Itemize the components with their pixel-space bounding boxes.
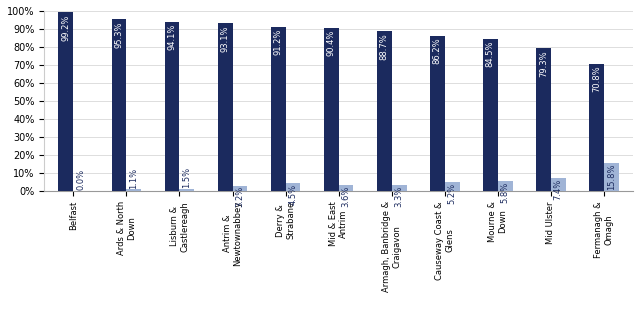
Text: 84.5%: 84.5% (486, 41, 495, 67)
Legend: Superfast Broadband coverage (>=30Mbps), Broadband Coverage <2 Mbps: Superfast Broadband coverage (>=30Mbps),… (129, 326, 548, 330)
Text: 91.2%: 91.2% (274, 29, 283, 55)
Bar (232, 186, 247, 191)
Bar (483, 39, 498, 191)
Bar (536, 48, 551, 191)
Bar (271, 27, 285, 191)
Text: 79.3%: 79.3% (539, 50, 548, 77)
Bar (218, 23, 232, 191)
Bar (589, 64, 604, 191)
Bar (339, 185, 353, 191)
Bar (430, 36, 445, 191)
Text: 1.1%: 1.1% (129, 167, 138, 188)
Text: 0.0%: 0.0% (76, 169, 85, 190)
Text: 86.2%: 86.2% (433, 38, 442, 64)
Bar (392, 185, 406, 191)
Bar (377, 31, 392, 191)
Bar (604, 163, 619, 191)
Text: 90.4%: 90.4% (326, 30, 336, 56)
Text: 5.2%: 5.2% (447, 182, 457, 204)
Text: 3.6%: 3.6% (342, 185, 351, 207)
Text: 94.1%: 94.1% (168, 23, 177, 50)
Text: 3.2%: 3.2% (236, 186, 244, 208)
Text: 99.2%: 99.2% (61, 14, 70, 41)
Text: 15.8%: 15.8% (607, 163, 616, 190)
Text: 1.5%: 1.5% (182, 167, 191, 188)
Bar (126, 189, 141, 191)
Bar (111, 19, 126, 191)
Text: 5.8%: 5.8% (500, 182, 509, 203)
Text: 95.3%: 95.3% (115, 21, 124, 48)
Bar (498, 181, 513, 191)
Bar (179, 189, 195, 191)
Bar (324, 28, 339, 191)
Text: 4.5%: 4.5% (289, 184, 298, 205)
Text: 70.8%: 70.8% (592, 65, 601, 92)
Bar (164, 21, 179, 191)
Bar (445, 182, 460, 191)
Bar (551, 178, 566, 191)
Text: 3.3%: 3.3% (395, 186, 404, 207)
Text: 88.7%: 88.7% (380, 33, 388, 60)
Bar (285, 183, 300, 191)
Text: 7.4%: 7.4% (554, 179, 563, 200)
Bar (58, 13, 74, 191)
Text: 93.1%: 93.1% (221, 25, 230, 52)
